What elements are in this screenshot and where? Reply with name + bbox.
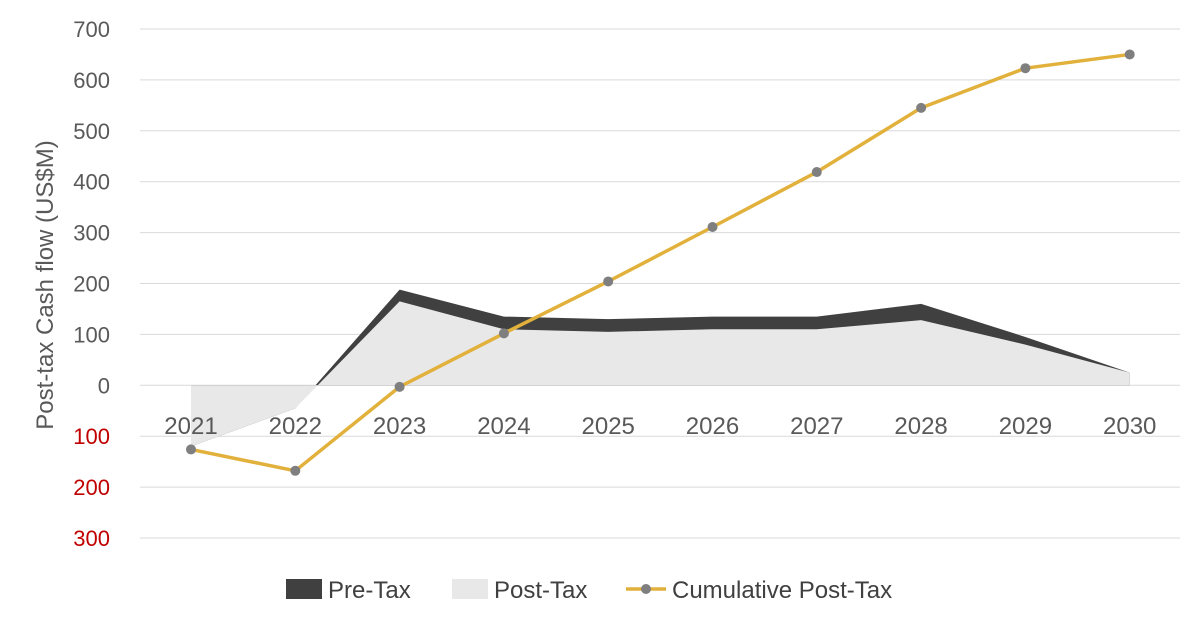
cumulative-point: [707, 222, 718, 233]
cumulative-point: [811, 167, 822, 178]
legend-label-cumulative: Cumulative Post-Tax: [672, 577, 892, 604]
cumulative-line: [190, 52, 1130, 473]
gridlines: [140, 28, 1180, 539]
legend-label-pre-tax: Pre-Tax: [328, 577, 411, 604]
y-tick-label: 100: [73, 424, 110, 449]
y-tick-label: 700: [73, 17, 110, 42]
cumulative-point: [394, 381, 405, 392]
legend: Pre-Tax Post-Tax Cumulative Post-Tax: [286, 577, 892, 604]
y-tick-label: 400: [73, 170, 110, 195]
y-tick-label: 600: [73, 68, 110, 93]
legend-swatch-pre-tax: [286, 579, 322, 599]
x-tick-label: 2027: [790, 413, 843, 440]
x-tick-label: 2024: [477, 413, 530, 440]
cumulative-point: [290, 465, 301, 476]
y-tick-label: 200: [73, 475, 110, 500]
y-axis-tick-labels: 700 600 500 400 300 200 100 0 100 200 300: [73, 17, 110, 551]
legend-swatch-cumulative-marker: [641, 584, 651, 594]
x-tick-label: 2021: [164, 413, 217, 440]
x-tick-label: 2029: [999, 413, 1052, 440]
y-axis-title: Post-tax Cash flow (US$M): [32, 140, 59, 429]
x-tick-label: 2028: [894, 413, 947, 440]
x-axis-tick-labels: 2021 2022 2023 2024 2025 2026 2027 2028 2029 2030: [164, 413, 1156, 440]
x-tick-label: 2026: [686, 413, 739, 440]
y-tick-label: 100: [73, 322, 110, 347]
legend-swatch-post-tax: [452, 579, 488, 599]
x-tick-label: 2022: [269, 413, 322, 440]
x-tick-label: 2023: [373, 413, 426, 440]
post-tax-area: [191, 301, 1130, 447]
cumulative-point: [1020, 63, 1031, 74]
cumulative-line-series: [186, 49, 1135, 476]
cumulative-point: [603, 276, 614, 287]
legend-label-post-tax: Post-Tax: [494, 577, 587, 604]
y-tick-label: 500: [73, 119, 110, 144]
y-tick-label: 300: [73, 221, 110, 246]
x-tick-label: 2030: [1103, 413, 1156, 440]
cumulative-point: [498, 328, 509, 339]
cumulative-point: [186, 444, 196, 455]
cumulative-point: [1124, 49, 1135, 60]
y-tick-label: 200: [73, 272, 110, 297]
x-tick-label: 2025: [582, 413, 635, 440]
area-series: [191, 289, 1130, 447]
y-tick-label: 0: [98, 373, 110, 398]
y-tick-label: 300: [73, 526, 110, 551]
cumulative-point: [916, 102, 927, 113]
